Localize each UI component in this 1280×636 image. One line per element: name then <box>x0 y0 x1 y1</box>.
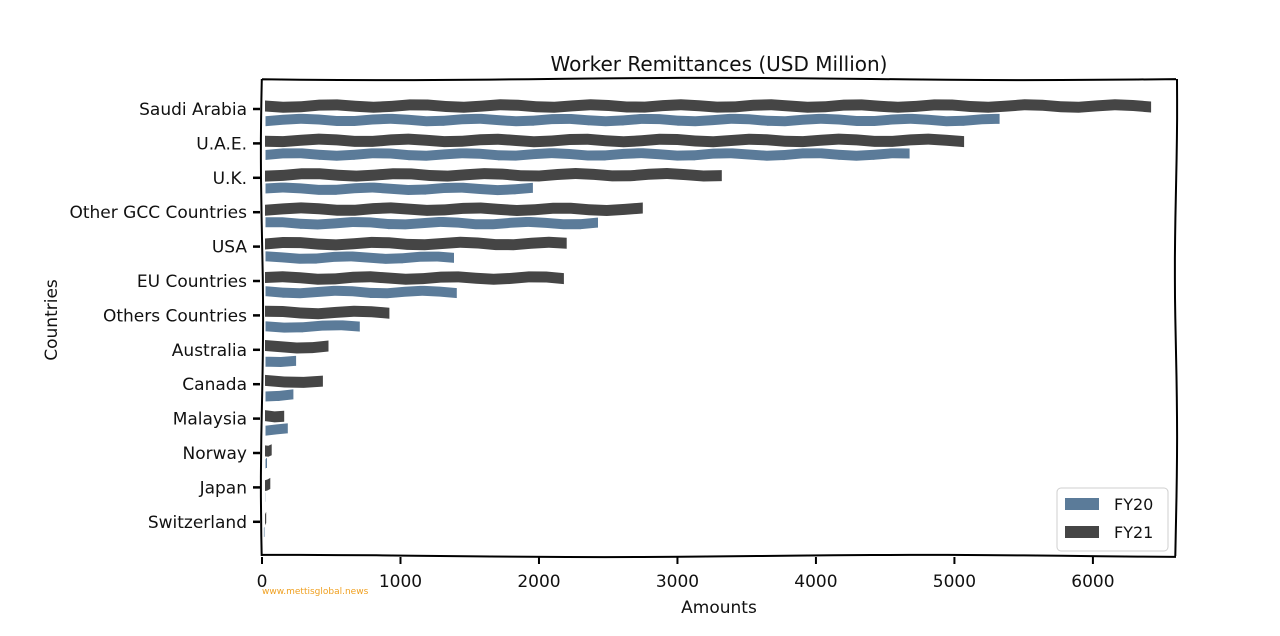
bar-fy20-6 <box>264 319 361 334</box>
bar-fy20-7 <box>264 354 298 369</box>
y-tick-label-0: Saudi Arabia <box>139 100 247 120</box>
bar-fy20-1 <box>264 147 911 162</box>
x-tick-label-3: 3000 <box>656 572 699 592</box>
y-axis-label: Countries <box>42 279 62 361</box>
bar-fy21-2 <box>265 168 722 182</box>
x-tick-label-6: 6000 <box>1071 572 1114 592</box>
y-tick-label-6: Others Countries <box>103 306 247 326</box>
y-tick-label-8: Canada <box>182 375 247 395</box>
bar-fy20-2 <box>264 181 534 197</box>
y-tick-label-11: Japan <box>199 478 247 498</box>
chart-title: Worker Remittances (USD Million) <box>551 52 888 76</box>
bar-fy21-9 <box>265 410 285 423</box>
legend-label-fy21: FY21 <box>1114 523 1153 542</box>
bar-fy21-0 <box>265 99 1152 113</box>
y-tick-label-4: USA <box>212 238 248 258</box>
legend-swatch-fy20 <box>1065 498 1099 510</box>
bar-fy20-8 <box>264 388 295 403</box>
y-tick-label-1: U.A.E. <box>196 134 247 154</box>
y-tick-label-10: Norway <box>183 444 248 464</box>
ticks-layer: Saudi Arabia U.A.E. U.K. Other GCC Countrie… <box>69 100 1114 592</box>
x-tick-label-2: 2000 <box>517 572 560 592</box>
bar-fy21-5 <box>265 271 564 285</box>
x-tick-label-4: 4000 <box>794 572 837 592</box>
y-tick-label-5: EU Countries <box>137 272 247 292</box>
bars-layer <box>262 99 1152 540</box>
legend-label-fy20: FY20 <box>1114 495 1153 514</box>
bar-fy20-12 <box>262 525 266 540</box>
legend-swatch-fy21 <box>1065 526 1099 538</box>
y-tick-label-7: Australia <box>172 341 247 361</box>
x-tick-label-0: 0 <box>257 572 268 592</box>
chart-legend: FY20 FY21 <box>1056 487 1169 552</box>
bar-fy21-4 <box>265 236 567 251</box>
bar-fy21-10 <box>265 444 272 457</box>
bar-fy20-4 <box>264 250 455 265</box>
bar-fy21-3 <box>265 202 643 216</box>
bar-fy20-0 <box>264 112 1001 128</box>
y-tick-label-3: Other GCC Countries <box>69 203 247 223</box>
bar-fy21-11 <box>265 477 271 492</box>
watermark: www.mettisglobal.news <box>262 587 369 597</box>
bar-fy21-8 <box>265 374 323 388</box>
x-axis-label: Amounts <box>681 598 757 618</box>
bar-fy21-12 <box>265 512 267 526</box>
bar-fy21-6 <box>265 305 390 320</box>
bar-fy20-10 <box>264 456 268 472</box>
x-tick-label-5: 5000 <box>933 572 976 592</box>
bar-fy21-7 <box>265 340 329 354</box>
x-tick-label-1: 1000 <box>379 572 422 592</box>
y-tick-label-2: U.K. <box>213 169 247 189</box>
bar-fy20-5 <box>264 284 458 300</box>
bar-fy21-1 <box>265 133 965 148</box>
plot-frame <box>259 76 1179 559</box>
y-tick-label-12: Switzerland <box>148 513 247 533</box>
bar-fy20-3 <box>264 215 599 231</box>
bar-fy20-11 <box>264 490 267 506</box>
bar-fy20-9 <box>264 422 289 437</box>
y-tick-label-9: Malaysia <box>173 410 247 430</box>
